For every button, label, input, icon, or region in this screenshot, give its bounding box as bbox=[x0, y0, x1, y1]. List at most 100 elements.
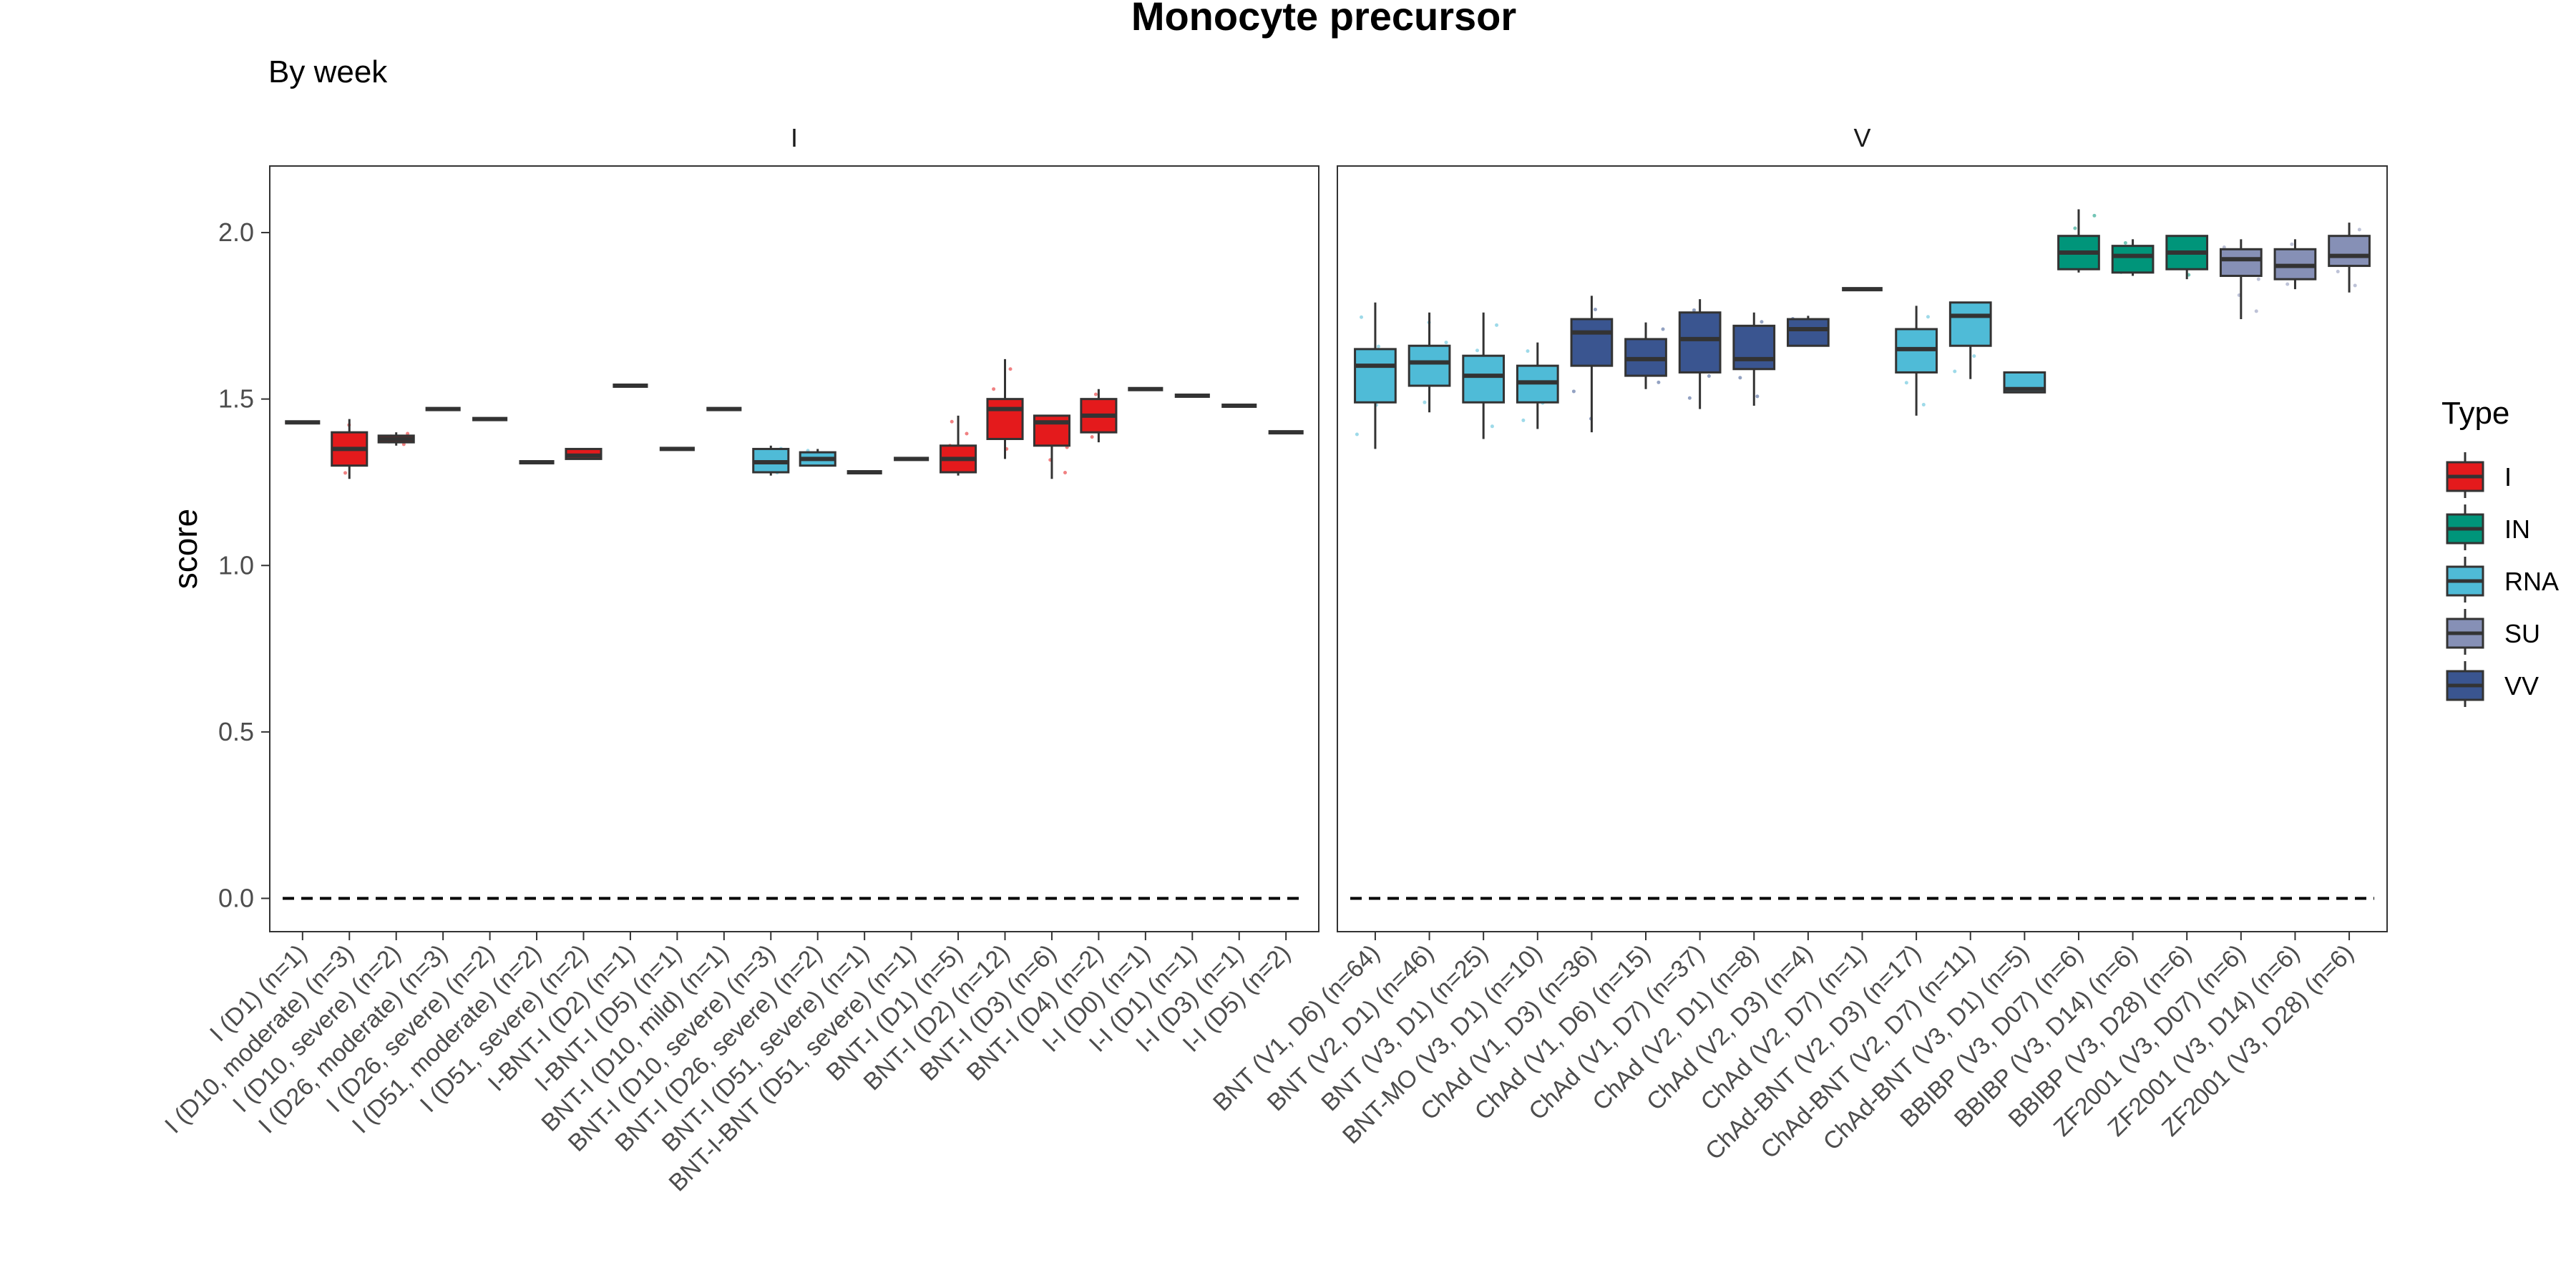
box-1-8 bbox=[1787, 316, 1830, 347]
y-tick-label: 0.5 bbox=[218, 717, 254, 746]
box-1-6 bbox=[1678, 299, 1722, 409]
chart-subtitle: By week bbox=[268, 54, 388, 89]
sample-point bbox=[2290, 242, 2294, 246]
panel-border bbox=[1337, 165, 2388, 932]
box-1-11 bbox=[1948, 301, 1992, 379]
legend-label: I bbox=[2504, 462, 2512, 492]
legend-label: RNA bbox=[2504, 567, 2559, 596]
sample-point bbox=[2353, 283, 2357, 288]
panel-border bbox=[269, 165, 1319, 932]
box-1-5 bbox=[1624, 322, 1667, 389]
legend-title: Type bbox=[2441, 396, 2509, 431]
sample-point bbox=[1444, 341, 1448, 345]
sample-point bbox=[1661, 327, 1665, 331]
box-0-17 bbox=[1080, 389, 1118, 443]
iqr-box bbox=[1033, 414, 1070, 447]
iqr-box bbox=[1948, 301, 1992, 347]
legend-key-vv bbox=[2446, 661, 2484, 707]
box-0-2 bbox=[377, 431, 415, 447]
iqr-box bbox=[1354, 348, 1397, 404]
legend-key-in bbox=[2446, 504, 2484, 550]
box-0-13 bbox=[894, 457, 930, 462]
sample-point bbox=[992, 387, 996, 391]
box-0-19 bbox=[1174, 394, 1210, 398]
box-0-20 bbox=[1221, 403, 1257, 408]
sample-point bbox=[1692, 308, 1696, 312]
box-0-12 bbox=[847, 470, 882, 474]
chart-title: Monocyte precursor bbox=[1131, 0, 1516, 39]
sample-point bbox=[1360, 315, 1364, 319]
sample-point bbox=[1008, 367, 1013, 371]
sample-point bbox=[2073, 226, 2077, 230]
box-0-5 bbox=[519, 460, 555, 465]
y-tick-label: 2.0 bbox=[218, 218, 254, 247]
sample-point bbox=[1904, 381, 1908, 385]
x-tick-label: I (D10, moderate) (n=3) bbox=[160, 940, 359, 1139]
box-0-0 bbox=[285, 420, 321, 425]
sample-point bbox=[1377, 344, 1381, 348]
sample-point bbox=[343, 471, 348, 475]
sample-point bbox=[2254, 309, 2258, 313]
iqr-box bbox=[2328, 235, 2371, 268]
box-0-21 bbox=[1268, 430, 1304, 435]
box-0-8 bbox=[659, 447, 695, 452]
box-0-3 bbox=[425, 406, 461, 411]
box-1-14 bbox=[2111, 239, 2155, 276]
box-1-15 bbox=[2165, 235, 2209, 280]
sample-point bbox=[1093, 392, 1098, 396]
box-0-10 bbox=[752, 445, 790, 476]
sample-point bbox=[950, 419, 954, 424]
sample-point bbox=[1972, 354, 1976, 358]
sample-point bbox=[1475, 348, 1479, 353]
legend-key-rna bbox=[2446, 557, 2484, 602]
legend: Type I IN RNA SU VV bbox=[2441, 396, 2559, 707]
iqr-box bbox=[2111, 245, 2155, 274]
sample-point bbox=[1760, 320, 1764, 324]
sample-point bbox=[1521, 418, 1526, 422]
box-0-14 bbox=[940, 415, 977, 476]
sample-point bbox=[1355, 432, 1359, 436]
box-0-1 bbox=[331, 419, 369, 479]
box-0-11 bbox=[799, 449, 836, 467]
box-1-0 bbox=[1354, 302, 1397, 449]
sample-point bbox=[1657, 380, 1661, 384]
iqr-box bbox=[1787, 318, 1830, 347]
sample-point bbox=[1707, 374, 1711, 379]
box-0-15 bbox=[986, 358, 1024, 459]
box-1-3 bbox=[1516, 342, 1559, 429]
iqr-box bbox=[1732, 324, 1776, 371]
sample-point bbox=[1953, 369, 1957, 374]
box-1-10 bbox=[1895, 306, 1938, 416]
y-tick-label: 0.0 bbox=[218, 883, 254, 912]
box-1-1 bbox=[1407, 312, 1451, 413]
sample-point bbox=[1926, 315, 1930, 319]
legend-label: VV bbox=[2504, 671, 2539, 701]
box-1-13 bbox=[2057, 209, 2100, 273]
legend-label: SU bbox=[2504, 619, 2540, 648]
sample-point bbox=[2285, 282, 2290, 286]
y-tick-label: 1.5 bbox=[218, 384, 254, 414]
box-0-6 bbox=[565, 447, 602, 460]
box-0-18 bbox=[1128, 386, 1163, 391]
box-1-18 bbox=[2328, 223, 2371, 293]
sample-point bbox=[1921, 403, 1926, 407]
box-0-16 bbox=[1033, 414, 1070, 479]
sample-point bbox=[1687, 396, 1692, 400]
sample-point bbox=[2092, 213, 2097, 218]
box-0-4 bbox=[472, 416, 508, 421]
box-1-16 bbox=[2219, 239, 2263, 319]
iqr-box bbox=[986, 398, 1024, 440]
sample-point bbox=[2222, 245, 2226, 250]
sample-point bbox=[2123, 240, 2127, 245]
box-1-4 bbox=[1570, 296, 1614, 433]
sample-point bbox=[1423, 400, 1427, 404]
sample-point bbox=[2256, 277, 2260, 281]
sample-point bbox=[1063, 470, 1068, 474]
sample-point bbox=[1755, 394, 1760, 399]
iqr-box bbox=[1462, 354, 1506, 404]
sample-point bbox=[2357, 228, 2361, 232]
sample-point bbox=[1090, 435, 1094, 439]
facet-panel-i: I0.00.51.01.52.0I (D1) (n=1)I (D10, mode… bbox=[160, 123, 1319, 1197]
